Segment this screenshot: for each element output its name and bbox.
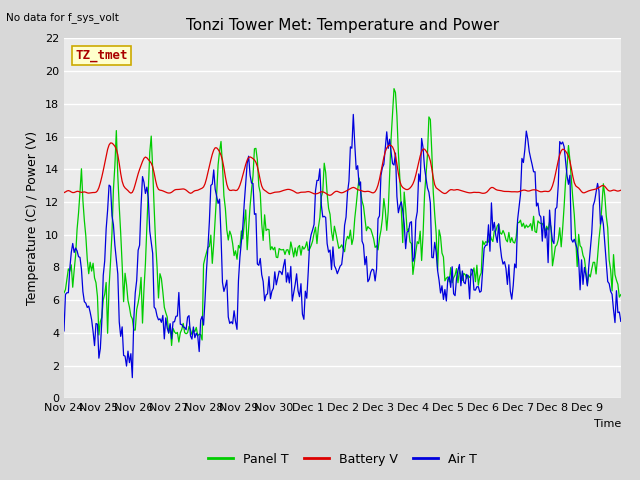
Y-axis label: Temperature (C) / Power (V): Temperature (C) / Power (V) — [26, 132, 39, 305]
Legend: Panel T, Battery V, Air T: Panel T, Battery V, Air T — [204, 448, 481, 471]
X-axis label: Time: Time — [593, 419, 621, 429]
Text: No data for f_sys_volt: No data for f_sys_volt — [6, 12, 119, 23]
Text: TZ_tmet: TZ_tmet — [75, 49, 127, 62]
Title: Tonzi Tower Met: Temperature and Power: Tonzi Tower Met: Temperature and Power — [186, 18, 499, 33]
